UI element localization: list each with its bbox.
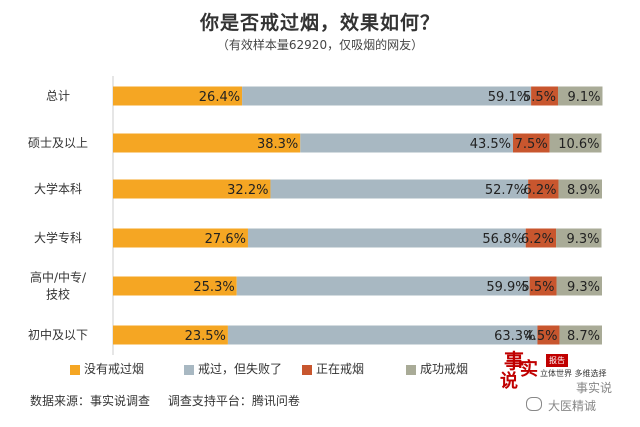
data-label: 9.3% xyxy=(566,232,599,247)
wechat-icon xyxy=(526,397,542,411)
category-label: 初中及以下 xyxy=(28,327,88,342)
bar-segment xyxy=(537,325,560,345)
bar-segment xyxy=(113,133,301,153)
bar-segment xyxy=(531,86,558,106)
data-label: 6.2% xyxy=(523,183,556,198)
legend-item: 戒过，但失败了 xyxy=(184,360,282,377)
source-line: 数据来源：事实说调查 调查支持平台：腾讯问卷 xyxy=(30,392,314,409)
bar-segment xyxy=(558,179,602,199)
bar-segment xyxy=(557,86,603,106)
bar-segment xyxy=(247,228,526,248)
data-label: 6.2% xyxy=(521,232,554,247)
logo-watermark-2: 大医精诚 xyxy=(548,399,597,413)
logo-char-3: 说 xyxy=(500,371,518,392)
data-label: 5.5% xyxy=(521,280,554,295)
legend-label: 成功戒烟 xyxy=(420,362,469,376)
data-label: 8.9% xyxy=(567,183,600,198)
logo-char-1: 事 xyxy=(504,349,524,373)
data-label: 63.3% xyxy=(494,329,535,344)
data-label: 59.9% xyxy=(486,280,527,295)
data-label: 23.5% xyxy=(185,329,226,344)
data-label: 5.5% xyxy=(523,90,556,105)
legend-item: 成功戒烟 xyxy=(406,360,468,377)
chart-subtitle: （有效样本量62920，仅吸烟的网友） xyxy=(216,38,424,52)
bar-segment xyxy=(270,179,529,199)
bar-segment xyxy=(242,86,532,106)
legend-item: 没有戒过烟 xyxy=(70,360,144,377)
legend-item: 正在戒烟 xyxy=(302,360,364,377)
data-label: 9.1% xyxy=(567,90,600,105)
legend-swatch xyxy=(184,364,194,375)
legend-label: 正在戒烟 xyxy=(316,362,365,376)
bar-segment xyxy=(556,228,602,248)
bar-segment xyxy=(113,228,248,248)
data-label: 4.5% xyxy=(524,329,557,344)
bar-segment xyxy=(528,179,559,199)
data-label: 56.8% xyxy=(482,232,523,247)
legend-swatch xyxy=(406,364,416,375)
brand-logo: 事 实 说 报告 立体世界 多维选择 事实说 大医精诚 xyxy=(496,345,636,423)
bar-segment xyxy=(300,133,514,153)
bar-segment xyxy=(529,276,557,296)
data-label: 38.3% xyxy=(257,137,298,152)
legend-swatch xyxy=(70,364,80,375)
survey-platform-text: 调查支持平台：腾讯问卷 xyxy=(167,394,300,408)
category-label: 高中/中专/ xyxy=(30,270,87,285)
bar-segment xyxy=(549,133,602,153)
logo-char-2: 实 xyxy=(520,359,538,380)
data-label: 26.4% xyxy=(199,90,240,105)
bar-segment xyxy=(513,133,550,153)
bar-segment xyxy=(236,276,530,296)
data-label: 7.5% xyxy=(515,137,548,152)
category-label: 大学本科 xyxy=(34,181,82,196)
data-label: 59.1% xyxy=(488,90,529,105)
data-label: 43.5% xyxy=(470,137,511,152)
legend-label: 没有戒过烟 xyxy=(84,362,145,376)
logo-watermark-1: 事实说 xyxy=(576,381,613,395)
category-label: 技校 xyxy=(46,287,70,302)
data-label: 52.7% xyxy=(485,183,526,198)
data-label: 8.7% xyxy=(567,329,600,344)
data-label: 9.3% xyxy=(567,280,600,295)
bar-segment xyxy=(559,325,602,345)
category-label: 硕士及以上 xyxy=(28,136,88,150)
logo-tag: 报告 xyxy=(546,354,568,367)
chart-legend: 没有戒过烟 戒过，但失败了 正在戒烟 成功戒烟 xyxy=(70,360,490,376)
data-label: 27.6% xyxy=(205,232,246,247)
bar-segment xyxy=(113,179,271,199)
data-label: 10.6% xyxy=(558,137,599,152)
bar-segment xyxy=(556,276,602,296)
legend-swatch xyxy=(302,364,312,375)
bar-segment xyxy=(113,325,228,345)
chart-title: 你是否戒过烟，效果如何？ xyxy=(199,12,440,34)
data-source-text: 数据来源：事实说调查 xyxy=(30,394,151,408)
bar-segment xyxy=(113,86,243,106)
category-label: 大学专科 xyxy=(34,230,82,245)
bar-segment xyxy=(113,276,237,296)
data-label: 25.3% xyxy=(193,280,234,295)
data-label: 32.2% xyxy=(227,183,268,198)
logo-slogan: 立体世界 多维选择 xyxy=(540,369,607,378)
category-label: 总计 xyxy=(46,89,70,103)
bar-segment xyxy=(525,228,557,248)
legend-label: 戒过，但失败了 xyxy=(198,362,283,376)
bar-segment xyxy=(227,325,538,345)
